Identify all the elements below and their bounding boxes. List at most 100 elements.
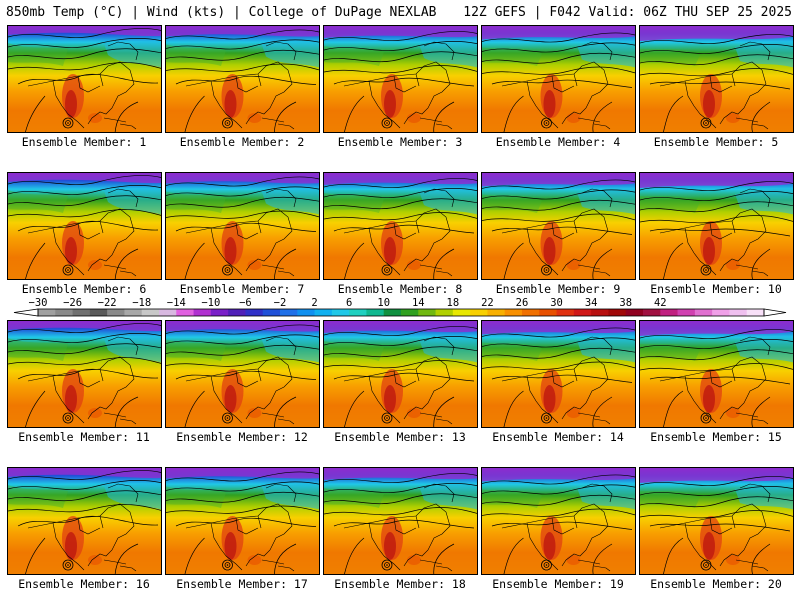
ensemble-member-label: Ensemble Member: 14 [492,430,624,444]
colorbar-swatch [124,309,143,316]
colorbar-swatch [107,309,125,316]
ensemble-member-label: Ensemble Member: 17 [176,577,308,591]
ensemble-map-panel [165,172,320,280]
colorbar-tick-label: −18 [132,297,151,309]
ensemble-member-label: Ensemble Member: 6 [21,282,147,296]
colorbar-swatch [660,309,678,316]
colorbar-swatch [72,309,91,316]
colorbar-tick-label: 38 [619,297,632,309]
ensemble-member-label: Ensemble Member: 19 [492,577,624,591]
colorbar-swatch [539,309,557,316]
run-info: 12Z GEFS | F042 Valid: 06Z THU SEP 25 20… [463,5,792,20]
ensemble-map-panel [165,25,320,133]
colorbar-swatch [349,309,367,316]
colorbar-tick-label: −30 [29,297,48,309]
colorbar-frame [37,308,765,317]
colorbar-swatch [55,309,73,316]
colorbar-tick-label: −10 [201,297,220,309]
colorbar-swatch [418,309,436,316]
colorbar-tick-label: 6 [346,297,352,309]
colorbar-swatch [712,309,730,316]
ensemble-map-panel [165,320,320,428]
colorbar-tick-label: 2 [311,297,317,309]
colorbar-swatch [435,309,454,316]
ensemble-map-panel [7,467,162,575]
colorbar-tick-label: −6 [239,297,252,309]
colorbar-swatch [487,309,506,316]
colorbar-tick-label: −22 [98,297,117,309]
ensemble-map-panel [7,25,162,133]
ensemble-map-panel [481,320,636,428]
ensemble-map-panel [323,172,478,280]
ensemble-map-panel [481,467,636,575]
ensemble-member-label: Ensemble Member: 13 [334,430,466,444]
ensemble-member-label: Ensemble Member: 10 [650,282,782,296]
colorbar-swatch [625,309,644,316]
colorbar-swatch [556,309,575,316]
ensemble-member-label: Ensemble Member: 12 [176,430,308,444]
ensemble-member-label: Ensemble Member: 15 [650,430,782,444]
ensemble-map-panel [165,467,320,575]
page-title: 850mb Temp (°C) | Wind (kts) | College o… [6,5,437,20]
ensemble-map-panel [639,25,794,133]
colorbar-max-arrow [763,308,787,317]
colorbar-swatch [573,309,592,316]
colorbar-swatch [38,309,56,316]
ensemble-map-panel [7,172,162,280]
colorbar-swatch [176,309,194,316]
colorbar-swatch [401,309,419,316]
colorbar-swatch [245,309,264,316]
ensemble-map-panel [481,172,636,280]
colorbar-tick-label: 26 [516,297,529,309]
colorbar-swatch [331,309,350,316]
colorbar-tick-label: 34 [585,297,598,309]
colorbar-swatch [694,309,713,316]
colorbar-swatch [193,309,212,316]
colorbar-swatch [504,309,523,316]
colorbar-swatch [643,309,661,316]
colorbar-tick-label: 42 [654,297,667,309]
colorbar-tick-label: 22 [481,297,494,309]
ensemble-member-label: Ensemble Member: 18 [334,577,466,591]
colorbar-swatch [280,309,298,316]
ensemble-member-label: Ensemble Member: 2 [179,135,305,149]
colorbar-tick-label: −2 [274,297,287,309]
colorbar-swatch [89,309,108,316]
colorbar-tick-label: 10 [377,297,390,309]
ensemble-map-panel [7,320,162,428]
ensemble-map-panel [639,467,794,575]
ensemble-member-label: Ensemble Member: 5 [653,135,779,149]
ensemble-map-panel [639,172,794,280]
colorbar-swatch [383,309,402,316]
colorbar-swatch [591,309,609,316]
colorbar-tick-label: −14 [167,297,186,309]
colorbar-tick-label: −26 [63,297,82,309]
ensemble-member-label: Ensemble Member: 20 [650,577,782,591]
ensemble-member-label: Ensemble Member: 8 [337,282,463,296]
colorbar-swatch [159,309,177,316]
colorbar-tick-label: 14 [412,297,425,309]
ensemble-map-panel [323,320,478,428]
colorbar-swatch [366,309,385,316]
ensemble-member-label: Ensemble Member: 9 [495,282,621,296]
colorbar-swatch [470,309,488,316]
ensemble-member-label: Ensemble Member: 11 [18,430,150,444]
colorbar-swatch [210,309,229,316]
colorbar-swatch [746,309,765,316]
colorbar-tick-label: 18 [447,297,460,309]
ensemble-map-panel [323,25,478,133]
ensemble-member-label: Ensemble Member: 16 [18,577,150,591]
ensemble-member-label: Ensemble Member: 3 [337,135,463,149]
colorbar-swatch [262,309,281,316]
colorbar-tick-label: 30 [550,297,563,309]
colorbar-swatch [297,309,315,316]
colorbar-swatch [522,309,540,316]
colorbar-swatch [228,309,246,316]
temperature-colorbar: −30 −26 −22 −18 −14 −10 −6 −2 2 6 10 14 18 22 26 30 34 38… [13,297,787,317]
colorbar-swatch [608,309,627,316]
ensemble-map-panel [639,320,794,428]
colorbar-swatch [141,309,160,316]
colorbar-swatch [729,309,748,316]
colorbar-min-arrow [13,308,39,317]
ensemble-member-label: Ensemble Member: 7 [179,282,305,296]
